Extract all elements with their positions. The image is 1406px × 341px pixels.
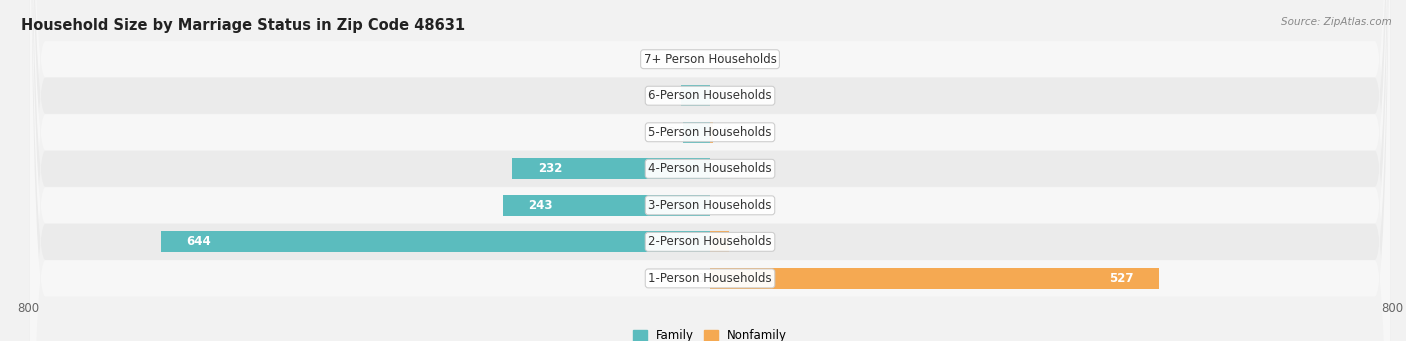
Text: 1-Person Households: 1-Person Households <box>648 272 772 285</box>
Bar <box>512 158 710 179</box>
Text: Source: ZipAtlas.com: Source: ZipAtlas.com <box>1281 17 1392 27</box>
Text: 34: 34 <box>659 89 675 102</box>
Text: 0: 0 <box>717 89 724 102</box>
Bar <box>681 85 710 106</box>
Bar <box>503 195 710 216</box>
Text: 0: 0 <box>696 53 703 66</box>
Text: 243: 243 <box>529 199 553 212</box>
Text: 5-Person Households: 5-Person Households <box>648 126 772 139</box>
FancyBboxPatch shape <box>30 0 1391 341</box>
FancyBboxPatch shape <box>30 0 1391 341</box>
Legend: Family, Nonfamily: Family, Nonfamily <box>628 325 792 341</box>
Text: 7+ Person Households: 7+ Person Households <box>644 53 776 66</box>
Text: 527: 527 <box>1109 272 1133 285</box>
Text: 4: 4 <box>720 126 728 139</box>
FancyBboxPatch shape <box>30 0 1391 341</box>
Text: 4-Person Households: 4-Person Households <box>648 162 772 175</box>
Text: 0: 0 <box>717 162 724 175</box>
Bar <box>162 231 710 252</box>
FancyBboxPatch shape <box>30 0 1391 341</box>
FancyBboxPatch shape <box>30 0 1391 341</box>
FancyBboxPatch shape <box>30 0 1391 341</box>
Bar <box>710 122 713 143</box>
Text: 0: 0 <box>717 199 724 212</box>
Text: 3-Person Households: 3-Person Households <box>648 199 772 212</box>
Bar <box>710 268 1159 289</box>
Text: 6-Person Households: 6-Person Households <box>648 89 772 102</box>
Text: 2-Person Households: 2-Person Households <box>648 235 772 248</box>
FancyBboxPatch shape <box>30 0 1391 341</box>
Text: 22: 22 <box>735 235 751 248</box>
Bar <box>683 122 710 143</box>
Text: 644: 644 <box>187 235 211 248</box>
Bar <box>710 231 728 252</box>
Text: 232: 232 <box>538 162 562 175</box>
Text: 0: 0 <box>696 272 703 285</box>
Text: Household Size by Marriage Status in Zip Code 48631: Household Size by Marriage Status in Zip… <box>21 18 465 33</box>
Text: 32: 32 <box>661 126 676 139</box>
Text: 0: 0 <box>717 53 724 66</box>
